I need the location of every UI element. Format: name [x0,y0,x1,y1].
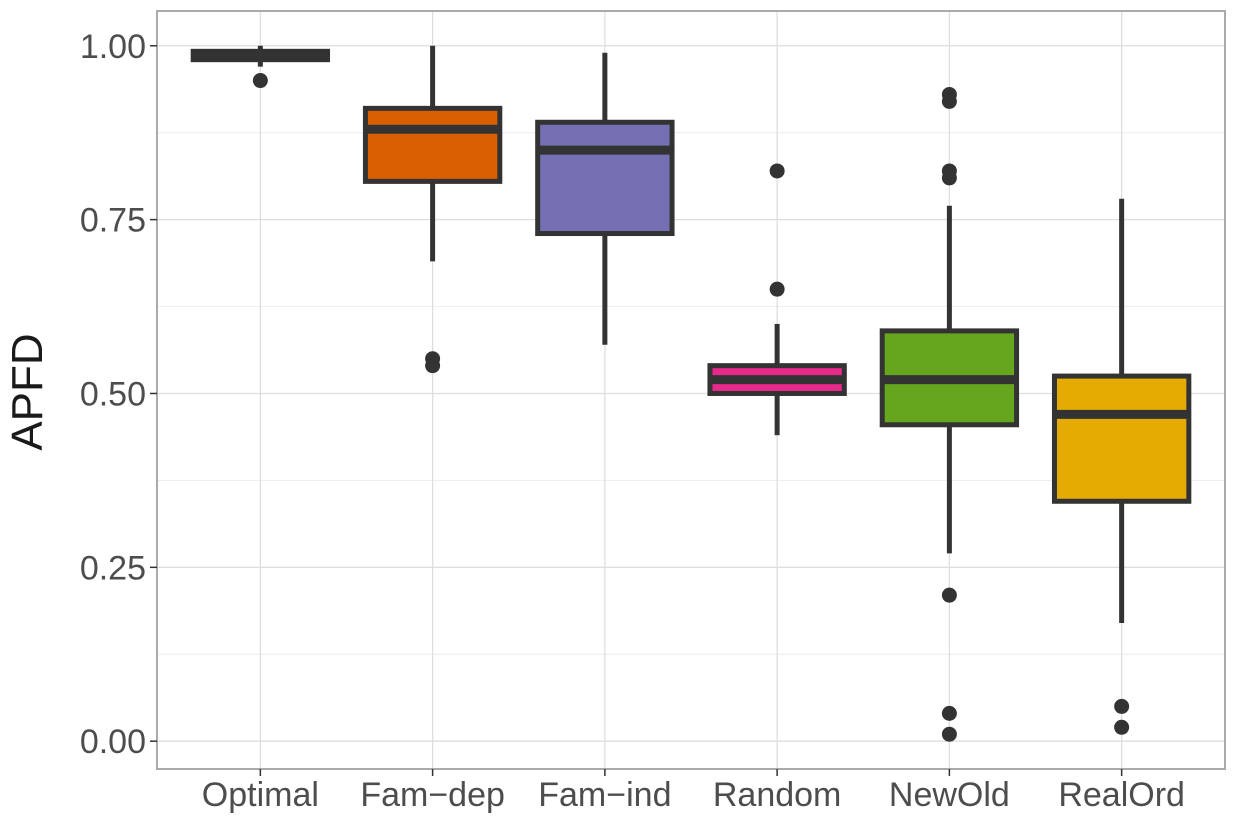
iqr-box [535,119,675,237]
axis-layer: 0.00 0.25 0.50 0.75 1.00 Optimal Fam−dep Fam−in… [80,28,1185,814]
box-4 [879,86,1020,742]
box-0 [190,45,331,89]
x-tick-label: Fam−dep [360,776,505,814]
box-3 [707,163,847,436]
outlier-point [769,163,785,179]
iqr-box [362,105,503,184]
iqr-box [1051,373,1192,504]
y-tick-label: 1.00 [80,28,146,66]
outlier-point [941,170,957,186]
box-5 [1051,198,1192,735]
outlier-point [941,93,957,109]
x-tick-label: Fam−ind [538,776,671,814]
outlier-point [941,726,957,742]
x-tick-label: NewOld [889,776,1010,814]
y-tick-label: 0.75 [80,202,146,240]
outlier-point [1114,719,1130,735]
panel-border [156,10,1226,770]
outlier-point [425,358,441,374]
x-tick-label: RealOrd [1058,776,1185,814]
y-tick-label: 0.25 [80,549,146,587]
box-layer [190,45,1192,742]
x-tick-label: Optimal [202,776,319,814]
x-tick-label: Random [713,776,842,814]
outlier-point [769,281,785,297]
outlier-point [941,705,957,721]
y-tick-label: 0.00 [80,723,146,761]
outlier-point [252,73,268,89]
box-2 [535,52,675,345]
outlier-point [1114,698,1130,714]
y-axis-title: APFD [3,333,52,450]
outlier-point [941,587,957,603]
y-tick-label: 0.50 [80,375,146,413]
box-1 [362,45,503,374]
